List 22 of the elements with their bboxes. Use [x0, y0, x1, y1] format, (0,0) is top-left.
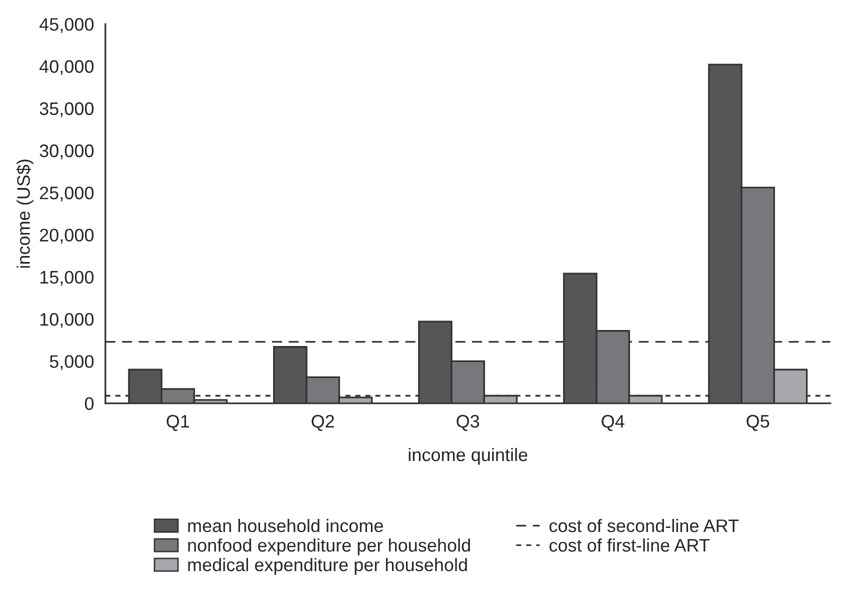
legend-label: mean household income: [188, 518, 383, 532]
legend-label: medical expenditure per household: [188, 558, 467, 575]
x-axis-title: income quintile: [408, 448, 528, 465]
y-tick-label: 45,000: [39, 18, 94, 33]
x-tick-label: Q1: [166, 414, 190, 431]
y-tick-label: 0: [84, 397, 94, 410]
legend-label: nonfood expenditure per household: [188, 538, 470, 556]
x-tick-label: Q2: [312, 414, 334, 431]
x-tick-label: Q3: [456, 414, 480, 431]
legend-label: cost of first-line ART: [549, 538, 710, 552]
y-tick-label: 25,000: [40, 186, 94, 202]
y-tick-label: 30,000: [40, 144, 94, 160]
y-tick-label: 20,000: [40, 228, 94, 244]
x-tick-label: Q4: [602, 414, 624, 431]
x-tick-label: Q5: [746, 414, 770, 431]
y-tick-label: 40,000: [39, 60, 94, 76]
legend-label: cost of second-line ART: [549, 518, 739, 532]
y-tick-label: 35,000: [40, 102, 94, 118]
y-tick-label: 10,000: [40, 312, 94, 328]
y-tick-label: 5,000: [50, 355, 94, 370]
y-tick-label: 15,000: [40, 270, 94, 286]
y-axis-title: income (US$): [16, 160, 34, 268]
